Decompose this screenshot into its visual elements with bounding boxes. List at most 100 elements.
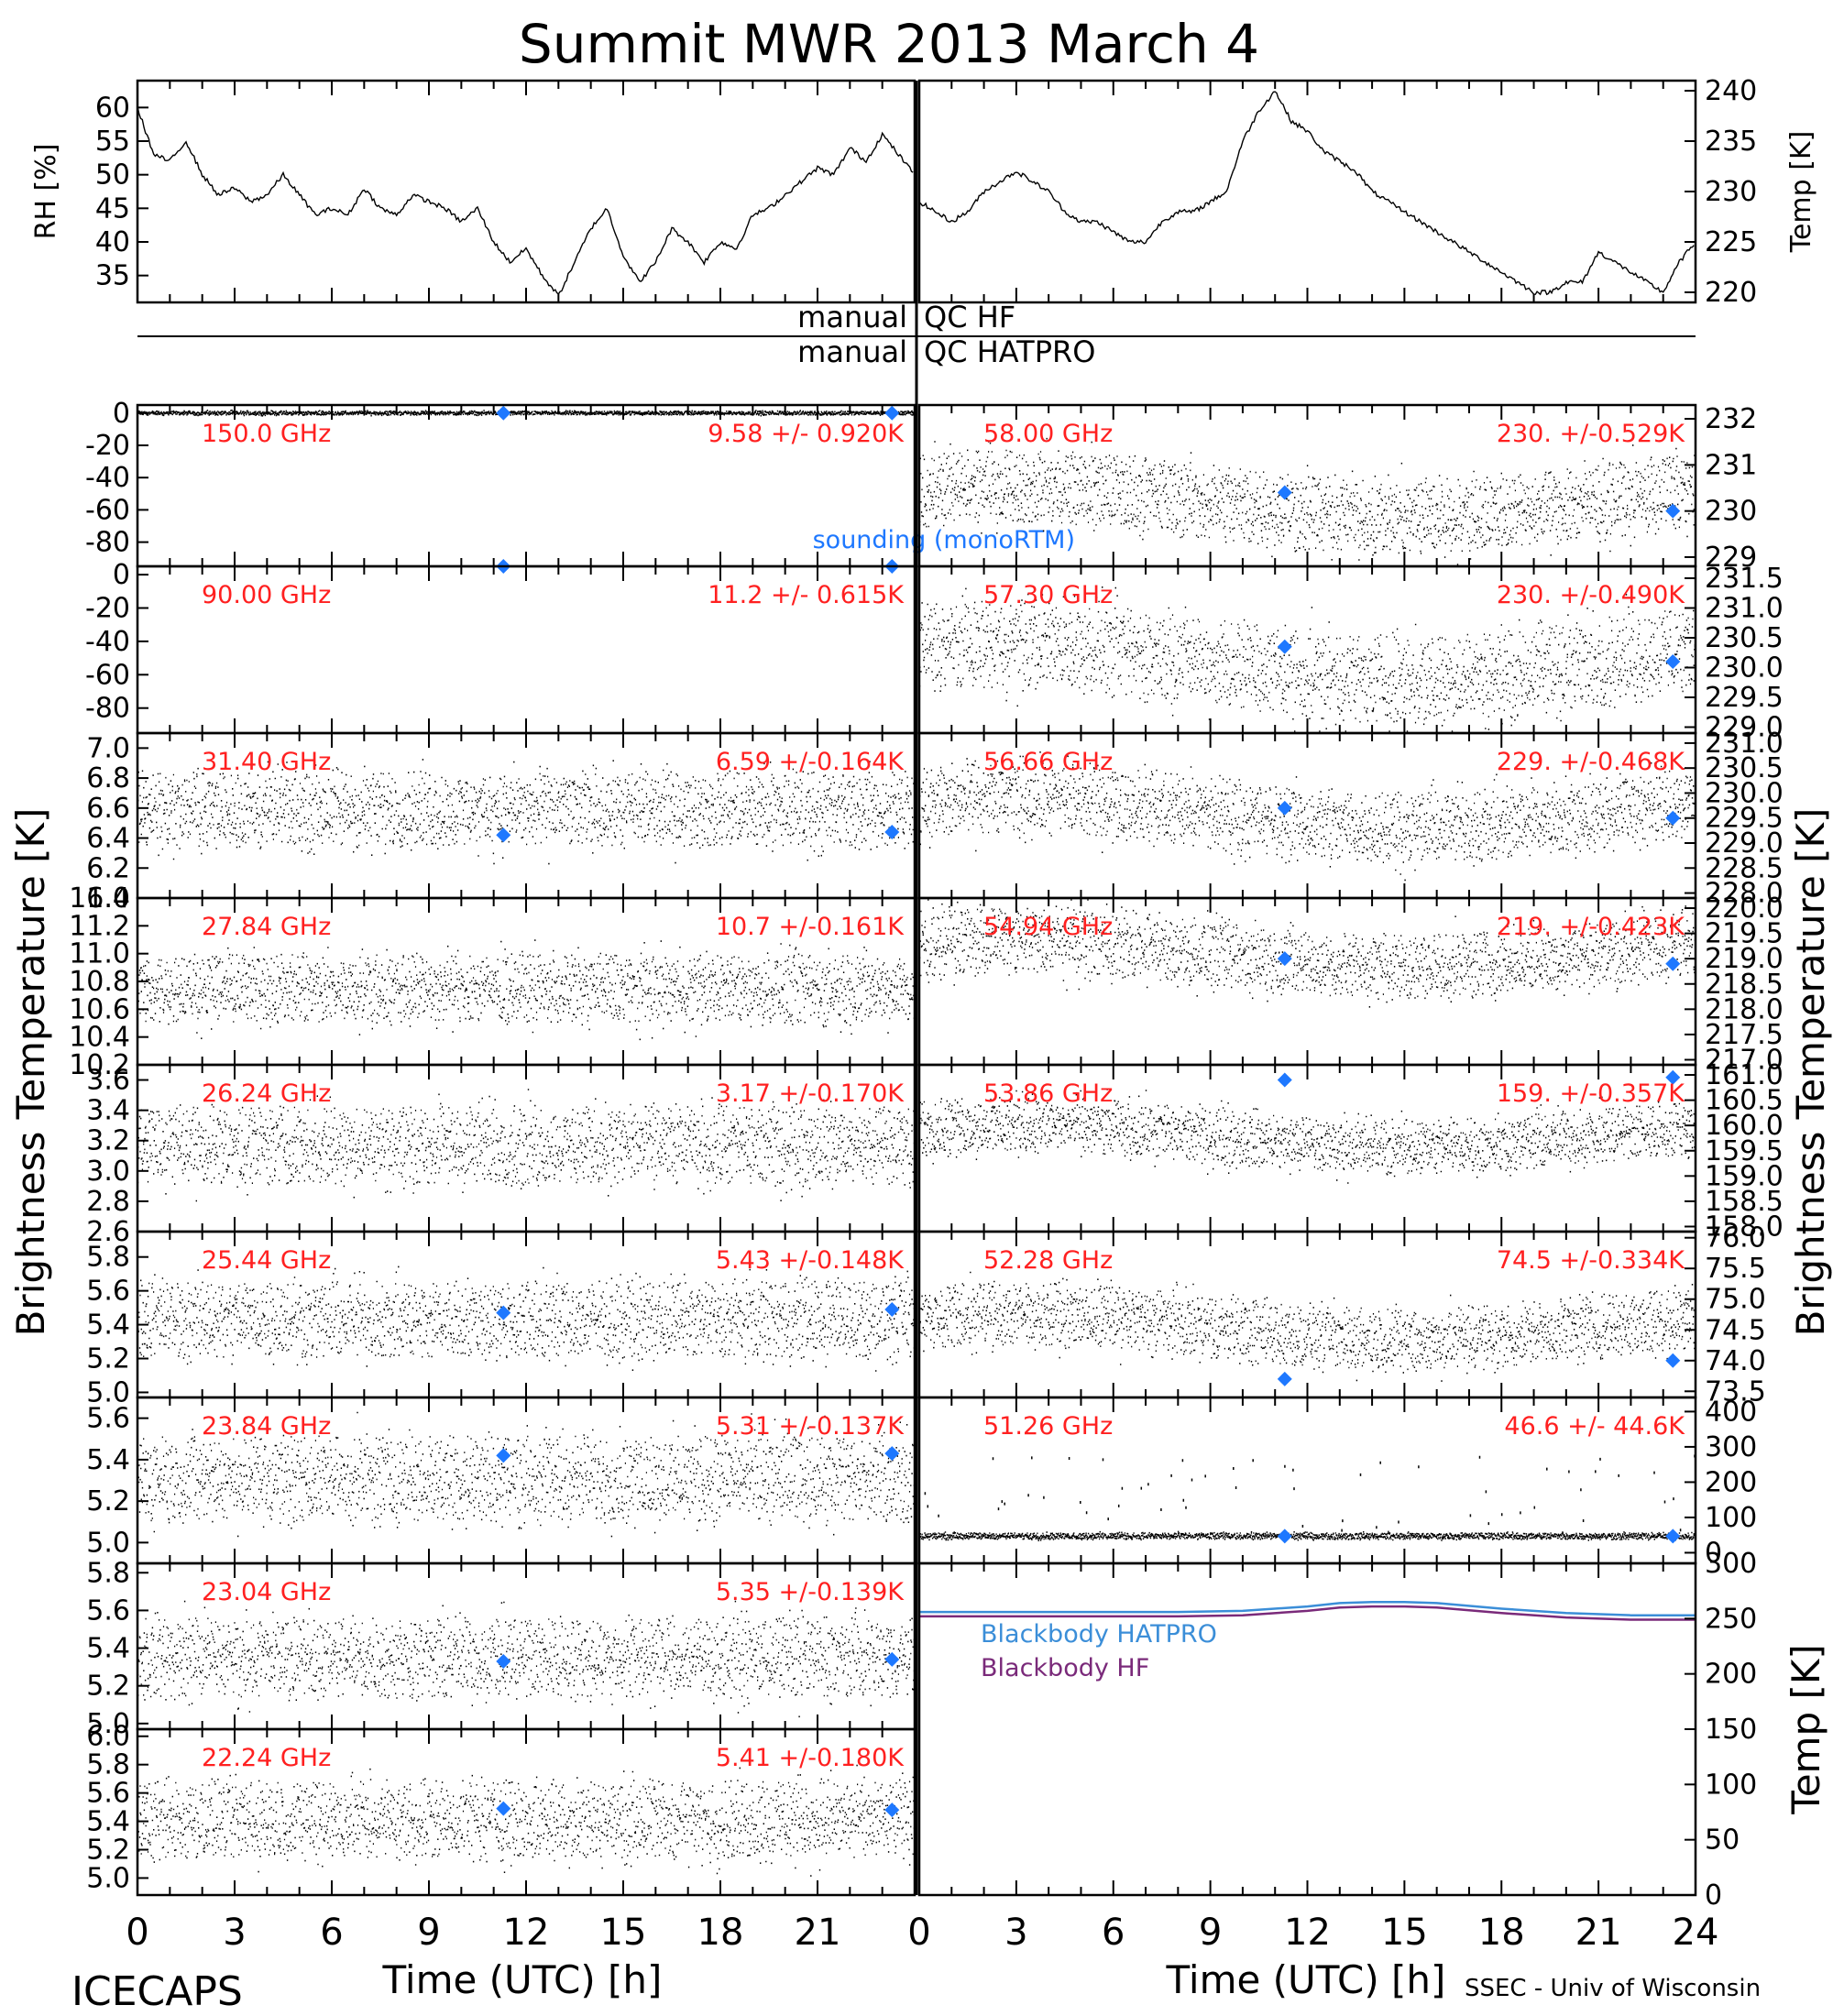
panel-53-86-ghz: 53.86 GHz 159. +/-0.357K 158.0158.5159.015… bbox=[917, 1059, 1784, 1243]
y-tick-label: 228.0 bbox=[1705, 878, 1784, 910]
y-tick-label: 11.2 bbox=[69, 910, 130, 942]
y-tick-label: 5.8 bbox=[86, 1749, 130, 1781]
data-trace bbox=[137, 1764, 915, 1877]
y-tick-label: 300 bbox=[1705, 1431, 1757, 1463]
panel-22-24-ghz: 22.24 GHz 5.41 +/-0.180K 5.05.25.45.65.86.… bbox=[86, 1721, 916, 1897]
y-tick-label: 230.0 bbox=[1705, 777, 1784, 809]
data-trace bbox=[137, 939, 915, 1041]
y-tick-label: 45 bbox=[95, 192, 130, 225]
y-tick-label: 231 bbox=[1705, 449, 1757, 481]
y-tick-label: 10.2 bbox=[69, 1049, 130, 1081]
sounding-point bbox=[884, 1802, 900, 1818]
x-tick-label: 15 bbox=[600, 1912, 647, 1954]
y-tick-label: 5.4 bbox=[86, 1633, 130, 1665]
channel-label: 23.84 GHz bbox=[202, 1412, 331, 1441]
sounding-point bbox=[1277, 1072, 1292, 1088]
panel-90-00-ghz: 90.00 GHz 11.2 +/- 0.615K 0-20-40-60-80 bbox=[85, 559, 916, 735]
sounding-point bbox=[884, 825, 900, 839]
y-tick-label: 220 bbox=[1705, 277, 1757, 309]
y-tick-label: 2.8 bbox=[86, 1186, 130, 1218]
y-tick-label: -20 bbox=[85, 593, 130, 625]
x-tick-label: 3 bbox=[1004, 1912, 1027, 1954]
panel-ylabel: Temp [K] bbox=[1785, 131, 1817, 254]
y-tick-label: 228.5 bbox=[1705, 852, 1784, 884]
channel-label: 57.30 GHz bbox=[983, 581, 1113, 609]
y-tick-label: 5.0 bbox=[86, 1862, 130, 1894]
y-tick-label: 40 bbox=[95, 226, 130, 258]
panel-26-24-ghz: 26.24 GHz 3.17 +/-0.170K 2.62.83.03.23.43.… bbox=[86, 1063, 916, 1248]
y-tick-label: 0 bbox=[113, 398, 130, 430]
y-tick-label: 10.4 bbox=[69, 1022, 130, 1054]
sounding-point bbox=[884, 405, 900, 421]
sounding-point bbox=[1665, 956, 1681, 971]
x-tick-label: 12 bbox=[1284, 1912, 1331, 1954]
y-tick-label: 5.4 bbox=[86, 1806, 130, 1838]
x-tick-label: 9 bbox=[1199, 1912, 1222, 1954]
sounding-point bbox=[496, 405, 511, 421]
qc-label: manual bbox=[797, 334, 907, 369]
y-tick-label: 240 bbox=[1705, 75, 1757, 107]
x-tick-label: 24 bbox=[1673, 1912, 1719, 1954]
y-tick-label: 220.0 bbox=[1705, 893, 1784, 925]
y-tick-label: 219.5 bbox=[1705, 918, 1784, 950]
y-tick-label: 0 bbox=[1705, 1879, 1722, 1912]
y-tick-label: 5.2 bbox=[86, 1834, 130, 1866]
y-tick-label: 11.4 bbox=[69, 882, 130, 915]
qc-label: QC HATPRO bbox=[924, 334, 1095, 369]
y-tick-label: 5.4 bbox=[86, 1309, 130, 1342]
channel-label: 27.84 GHz bbox=[202, 913, 331, 941]
y-tick-label: -40 bbox=[85, 626, 130, 658]
y-tick-label: 10.6 bbox=[69, 993, 130, 1025]
y-tick-label: 225 bbox=[1705, 226, 1757, 258]
y-tick-label: 232 bbox=[1705, 403, 1757, 435]
y-tick-label: 158.5 bbox=[1705, 1186, 1784, 1218]
channel-stat: 74.5 +/-0.334K bbox=[1497, 1246, 1685, 1275]
y-tick-label: -80 bbox=[85, 693, 130, 725]
sounding-point bbox=[1277, 1528, 1292, 1544]
panel-54-94-ghz: 54.94 GHz 219. +/-0.423K217.0217.5218.021… bbox=[917, 893, 1784, 1076]
y-tick-label: 159.0 bbox=[1705, 1160, 1784, 1192]
sounding-point bbox=[496, 827, 511, 843]
y-tick-label: 3.0 bbox=[86, 1156, 130, 1188]
line-trace bbox=[137, 105, 914, 295]
blackbody-legend: Blackbody HF bbox=[981, 1654, 1149, 1682]
y-tick-label: 6.8 bbox=[86, 762, 130, 794]
data-trace bbox=[919, 1271, 1696, 1382]
y-tick-label: 50 bbox=[95, 159, 130, 192]
channel-label: 23.04 GHz bbox=[202, 1578, 331, 1606]
y-tick-label: 230.5 bbox=[1705, 622, 1784, 654]
y-tick-label: 60 bbox=[95, 92, 130, 124]
y-tick-label: 235 bbox=[1705, 126, 1757, 158]
blackbody-ylabel: Temp [K] bbox=[1784, 1644, 1828, 1815]
panel-frame bbox=[136, 79, 916, 304]
sounding-point bbox=[1277, 485, 1292, 500]
sounding-point bbox=[1665, 810, 1681, 826]
y-tick-label: 158.0 bbox=[1705, 1211, 1784, 1243]
y-tick-label: 74.0 bbox=[1705, 1345, 1766, 1377]
y-tick-label: 5.0 bbox=[86, 1376, 130, 1408]
y-tick-label: 5.8 bbox=[86, 1242, 130, 1274]
y-tick-label: 100 bbox=[1705, 1769, 1757, 1801]
y-tick-label: 229 bbox=[1705, 542, 1757, 574]
y-tick-label: 230 bbox=[1705, 176, 1757, 208]
y-tick-label: 5.6 bbox=[86, 1403, 130, 1435]
y-tick-label: 5.0 bbox=[86, 1527, 130, 1559]
y-tick-label: 400 bbox=[1705, 1396, 1757, 1428]
panel-150-0-ghz: 150.0 GHz 9.58 +/- 0.920K sounding (monoRT… bbox=[85, 398, 1075, 568]
y-tick-label: 0 bbox=[113, 559, 130, 591]
y-tick-label: 5.6 bbox=[86, 1594, 130, 1627]
sounding-point bbox=[884, 1651, 900, 1667]
y-tick-label: 161.0 bbox=[1705, 1059, 1784, 1091]
y-tick-label: -20 bbox=[85, 430, 130, 462]
spike-marks bbox=[924, 1454, 1696, 1535]
y-tick-label: 5.2 bbox=[86, 1485, 130, 1517]
y-tick-label: 3.2 bbox=[86, 1125, 130, 1157]
y-tick-label: 231.5 bbox=[1705, 563, 1784, 595]
sounding-point bbox=[1665, 1069, 1681, 1085]
y-tick-label: 5.0 bbox=[86, 1708, 130, 1740]
y-tick-label: 6.2 bbox=[86, 852, 130, 884]
x-tick-label: 18 bbox=[697, 1912, 744, 1954]
y-tick-label: 5.2 bbox=[86, 1343, 130, 1375]
